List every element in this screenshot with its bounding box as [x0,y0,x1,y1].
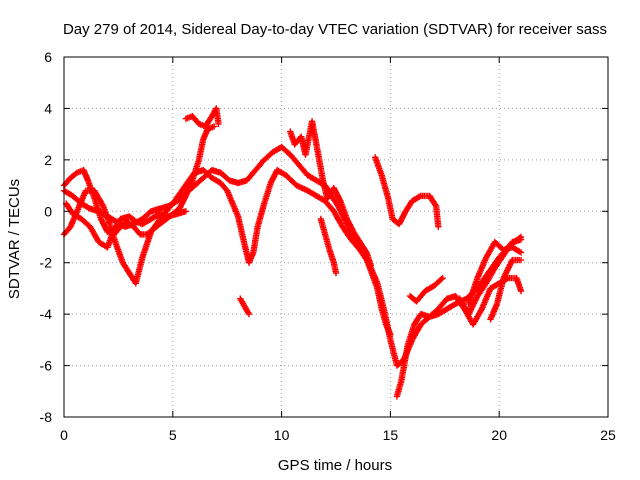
series-track-7 [63,200,190,251]
series-track-11 [237,295,253,318]
series-track-3 [182,105,222,130]
y-tick-label: 4 [44,100,52,116]
plot-frame [63,56,609,418]
series-track-1 [60,166,525,369]
x-tick-label: 10 [274,427,290,443]
data-point-markers [406,274,446,305]
x-tick-label: 15 [383,427,399,443]
x-tick-label: 0 [60,427,68,443]
y-tick-label: -6 [40,358,53,374]
ticks: 0 5 10 15 20 25 -8 -6 -4 -2 0 2 4 6 [40,49,616,443]
data-point-markers [465,238,525,308]
chart-title: Day 279 of 2014, Sidereal Day-to-day VTE… [63,21,607,38]
y-axis-label: SDTVAR / TECUs [6,179,23,299]
series-track-13 [487,256,525,323]
series-track-14 [456,236,525,318]
data-point-markers [63,200,190,251]
data-point-markers [182,105,222,130]
series-track-5 [287,118,374,269]
data-layer [60,105,525,400]
y-tick-label: 2 [44,152,52,168]
y-tick-label: 0 [44,203,52,219]
series-track-6 [372,154,442,230]
data-point-markers [372,154,442,230]
series-track-10 [317,215,340,277]
data-point-markers [456,236,525,318]
data-point-markers [60,166,525,369]
x-tick-label: 5 [169,427,177,443]
series-track-9 [406,274,446,305]
x-axis-label: GPS time / hours [278,457,392,474]
data-point-markers [237,295,253,318]
x-tick-label: 25 [600,427,616,443]
x-tick-label: 20 [491,427,507,443]
data-point-markers [287,118,374,269]
y-tick-label: -8 [40,409,53,425]
data-point-markers [487,256,525,323]
data-point-markers [317,215,340,277]
y-tick-label: -4 [40,306,53,322]
y-tick-label: 6 [44,49,52,65]
y-tick-label: -2 [40,255,53,271]
series-track-12 [465,238,525,308]
